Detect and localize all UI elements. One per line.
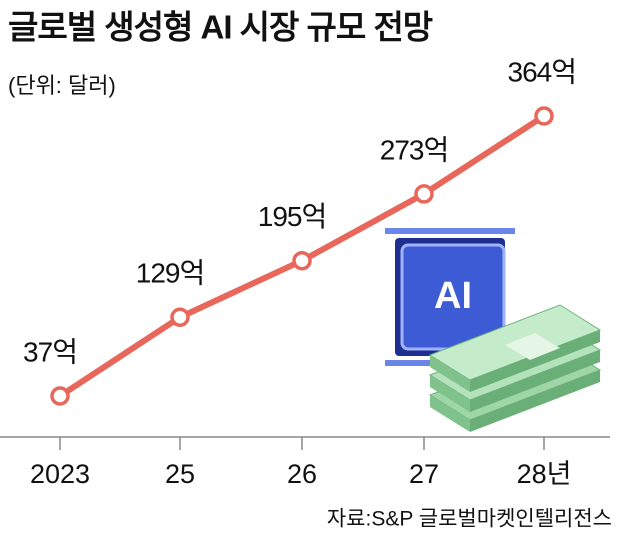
marker xyxy=(414,184,434,204)
value-label: 273억 xyxy=(380,134,448,165)
chip-label: AI xyxy=(434,275,472,317)
marker xyxy=(50,386,70,406)
chip-pin-row xyxy=(385,228,515,234)
chart-title: 글로벌 생성형 AI 시장 규모 전망 xyxy=(8,9,433,46)
x-tick-label: 27 xyxy=(409,459,439,489)
illustration: AI xyxy=(385,228,602,432)
marker xyxy=(534,106,554,126)
source: 자료:S&P 글로벌마켓인텔리전스 xyxy=(327,508,612,531)
x-tick-label: 26 xyxy=(287,459,317,489)
value-label: 195억 xyxy=(258,201,326,232)
value-label: 37억 xyxy=(23,336,77,367)
chart-subtitle: (단위: 달러) xyxy=(8,73,116,98)
x-tick-label: 2023 xyxy=(30,459,90,489)
value-label: 364억 xyxy=(508,56,576,87)
value-label: 129억 xyxy=(136,258,204,289)
marker xyxy=(170,307,190,327)
x-tick-label: 28년 xyxy=(517,459,572,489)
money-stack xyxy=(428,304,602,432)
x-tick-label: 25 xyxy=(165,459,195,489)
marker xyxy=(292,250,312,271)
